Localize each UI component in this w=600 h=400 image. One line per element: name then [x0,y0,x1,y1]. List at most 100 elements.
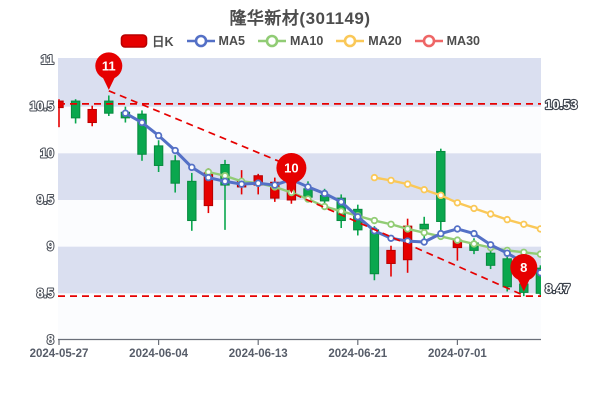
candle-legend-icon [120,33,148,48]
pin-marker-11[interactable]: 11 [95,52,123,90]
ma-point-marker [536,250,541,258]
ma-line-legend-icon [414,34,443,47]
candle-body [502,258,512,288]
ma-point-marker [370,173,379,182]
legend-label: MA5 [218,33,245,48]
band-stripe [58,246,541,294]
candle-body [436,150,446,222]
ma-point-marker [337,198,345,206]
ma-point-marker [387,234,395,242]
x-axis-label: 2024-06-21 [328,348,387,360]
ma-line-legend-icon [336,34,365,47]
pin-marker-label: 10 [284,160,298,175]
ma-point-marker [470,229,478,238]
ma-point-marker [370,216,379,225]
x-axis-label: 2024-07-01 [428,348,487,360]
ma-point-marker [520,220,528,228]
candle-body [87,108,97,124]
background-bands [58,58,541,340]
ma-point-marker [154,131,163,140]
trend-dashed-line [108,90,292,168]
ma-point-marker [221,177,229,186]
ma-point-marker [453,236,462,244]
y-axis-label: 9.5 [37,193,54,207]
price-label-low: 8.47 [545,281,570,296]
ma20-line [370,173,541,233]
band-stripe [58,58,541,107]
ma-point-marker [420,238,428,246]
x-axis-label: 2024-06-04 [129,348,188,360]
ma-point-marker [486,241,495,249]
candle-body [485,252,496,266]
legend-item-日k[interactable]: 日K [120,31,174,50]
x-axis-label: 2024-06-13 [229,348,288,360]
y-axis-label: 10 [40,146,54,160]
pin-marker-label: 11 [102,58,116,73]
ma-point-marker [486,210,495,218]
y-axis: 11 10.5 10 9.5 9 8.5 8 [29,52,55,348]
candle-body [187,180,197,222]
pin-marker-10[interactable]: 10 [276,152,307,194]
x-axis: 2024-05-27 2024-06-04 2024-06-13 2024-06-21… [30,338,541,360]
pin-marker-8[interactable]: 8 [510,253,538,292]
ma-point-marker [420,228,428,237]
ma-point-marker [453,225,462,233]
price-label-high: 10.53 [545,97,578,112]
candle-body [535,267,541,294]
ma-point-marker [204,173,213,182]
ma-point-marker [237,180,246,188]
y-axis-label: 8 [47,333,54,347]
candle-body [153,145,164,166]
ma-point-marker [387,176,395,185]
ma-point-marker [188,163,196,172]
candle-body [137,113,147,155]
legend-label: MA10 [289,33,324,48]
ma-point-marker [121,109,130,117]
ma-point-marker [354,213,362,221]
legend-item-ma20[interactable]: MA20 [336,33,402,49]
legend: 日K MA5 MA10 MA20 MA30 [0,31,600,50]
ma-point-marker [138,118,146,127]
ma-point-marker [171,146,179,155]
x-axis-label: 2024-05-27 [30,348,89,360]
legend-item-ma5[interactable]: MA5 [186,33,245,49]
candle-body [70,100,81,119]
y-axis-label: 8.5 [37,286,54,300]
ma-point-marker [437,191,445,200]
ma-point-marker [503,215,511,224]
candle-body [369,229,380,275]
legend-label: MA20 [368,33,402,48]
ma-point-marker [387,220,395,228]
legend-item-ma30[interactable]: MA30 [414,33,480,49]
ma-point-marker [536,269,541,277]
ma-point-marker [536,225,541,233]
candle-body [419,223,429,230]
ma-point-marker [470,204,478,213]
ma-point-marker [304,183,312,191]
ma-point-marker [403,225,412,233]
ma-point-marker [254,179,262,187]
chart-title: 隆华新材(301149) [229,9,371,28]
ma-point-marker [320,189,329,198]
ma-point-marker [420,186,428,194]
ma-line-legend-icon [257,34,286,47]
ma-point-marker [437,229,445,238]
candle-body [386,249,396,264]
ma-point-marker [403,180,412,188]
y-axis-label: 11 [41,53,54,67]
pin-marker-label: 8 [520,260,527,275]
ma-point-marker [453,199,462,207]
candle-body [104,100,114,114]
legend-label: 日K [152,35,174,49]
ma-point-marker [271,181,279,189]
legend-item-ma10[interactable]: MA10 [257,33,324,49]
plot-area [58,58,541,340]
ma5-line [121,109,541,277]
ma-line-legend-icon [186,34,215,47]
reference-lines [58,90,541,297]
candle-body [170,160,180,184]
y-axis-label: 10.5 [30,100,54,114]
y-axis-label: 9 [47,240,54,254]
